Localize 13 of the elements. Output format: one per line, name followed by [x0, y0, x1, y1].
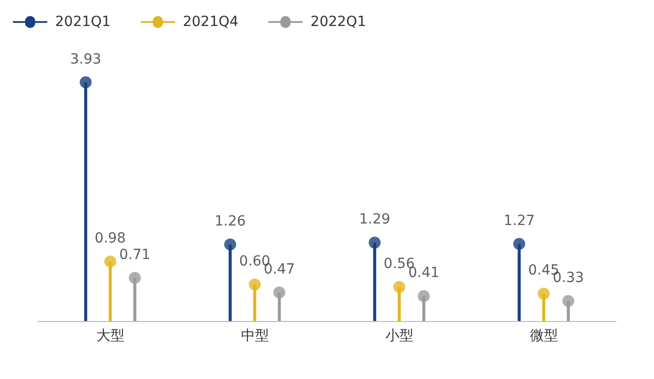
- data-label: 1.26: [214, 213, 246, 230]
- data-label: 3.93: [70, 51, 102, 68]
- data-label: 0.71: [119, 246, 150, 263]
- legend-label: 2021Q4: [182, 14, 238, 30]
- legend-label: 2022Q1: [310, 14, 366, 30]
- x-tick-label: 中型: [240, 328, 269, 344]
- x-tick-label: 微型: [530, 328, 558, 344]
- data-label: 1.27: [504, 212, 535, 229]
- x-tick-label: 小型: [385, 328, 414, 344]
- data-label: 0.98: [94, 230, 126, 246]
- data-label: 1.29: [359, 212, 390, 228]
- legend-label: 2021Q1: [55, 14, 111, 30]
- x-tick-label: 大型: [96, 328, 124, 344]
